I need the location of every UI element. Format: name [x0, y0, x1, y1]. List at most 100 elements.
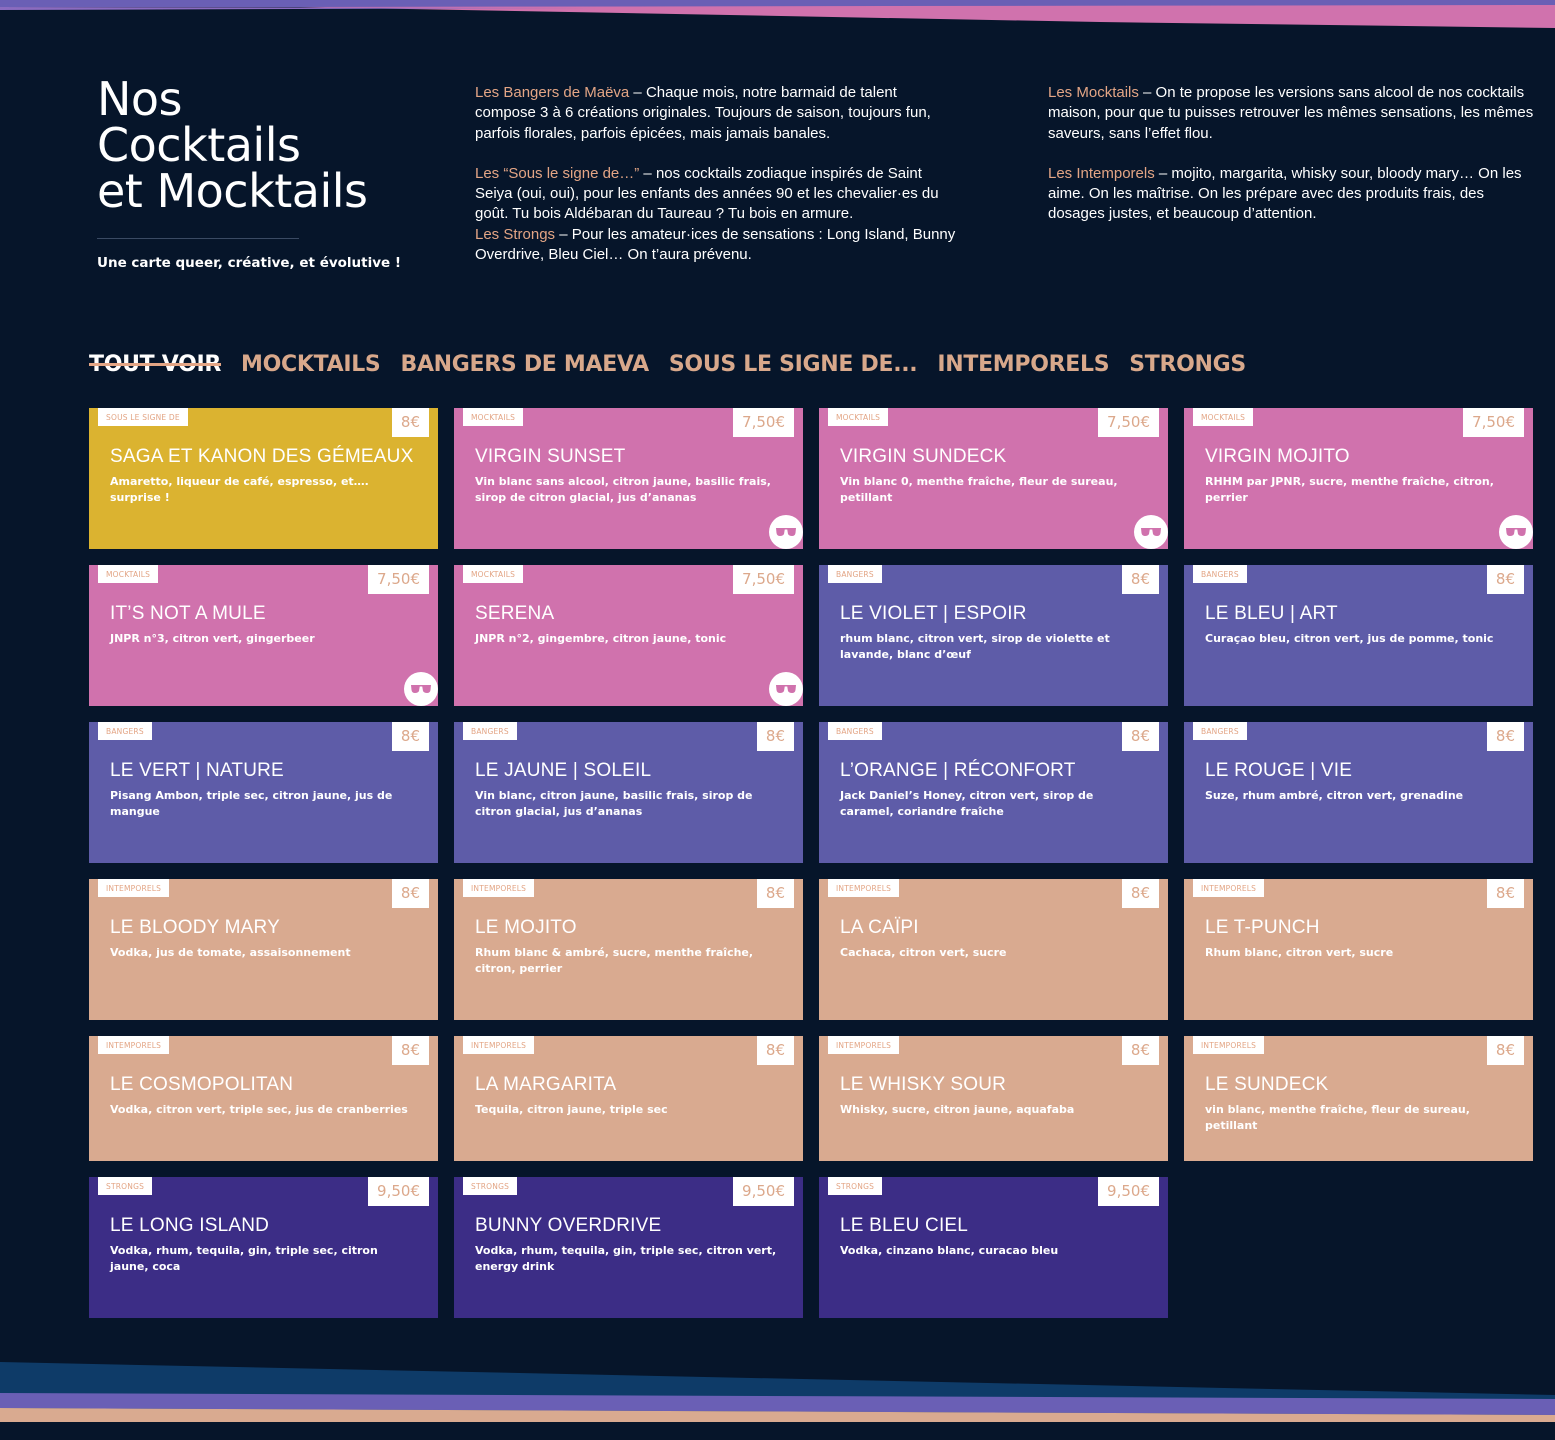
price-tag: 8€	[391, 722, 429, 751]
tab-sous-le-signe-de[interactable]: SOUS LE SIGNE DE...	[668, 352, 918, 377]
intro-text: – nos cocktails zodiaque inspirés de Sai…	[475, 164, 939, 223]
tab-intemporels[interactable]: INTEMPORELS	[937, 352, 1110, 377]
intro-label: Les Bangers de Maëva	[475, 84, 630, 101]
category-badge: STRONGS	[463, 1177, 518, 1195]
cocktail-ingredients: Vodka, citron vert, triple sec, jus de c…	[110, 1103, 408, 1116]
cocktail-card[interactable]: BANGERS 8€ LE JAUNE | SOLEIL Vin blanc, cit…	[454, 722, 803, 863]
cocktail-name: LE ROUGE | VIE	[1205, 760, 1353, 781]
category-badge: BANGERS	[828, 565, 882, 583]
category-badge: STRONGS	[828, 1177, 883, 1195]
cocktail-card[interactable]: INTEMPORELS 8€ LE WHISKY SOUR Whisky, sucre…	[819, 1036, 1168, 1161]
price-tag: 8€	[1121, 722, 1159, 751]
intro-bangers: Les Bangers de Maëva – Chaque mois, notr…	[475, 83, 960, 144]
cocktail-ingredients: Amaretto, liqueur de café, espresso, et……	[110, 475, 369, 504]
cocktail-card[interactable]: INTEMPORELS 8€ LE COSMOPOLITAN Vodka, citro…	[89, 1036, 438, 1161]
price-tag: 8€	[756, 722, 794, 751]
price-tag: 8€	[391, 1036, 429, 1065]
cocktail-ingredients: vin blanc, menthe fraîche, fleur de sure…	[1205, 1103, 1470, 1132]
cocktail-card[interactable]: INTEMPORELS 8€ LA CAÏPI Cachaca, citron ver…	[819, 879, 1168, 1020]
price-tag: 7,50€	[733, 408, 794, 437]
title-divider	[97, 238, 299, 239]
cocktail-name: LE MOJITO	[475, 917, 577, 938]
tab-bangers-de-maeva[interactable]: BANGERS DE MAEVA	[400, 352, 649, 377]
cocktail-card[interactable]: INTEMPORELS 8€ LE T-PUNCH Rhum blanc, citro…	[1184, 879, 1533, 1020]
sunglasses-icon	[769, 515, 803, 549]
category-badge: MOCKTAILS	[98, 565, 159, 583]
cocktail-ingredients: Tequila, citron jaune, triple sec	[475, 1103, 668, 1116]
category-badge: BANGERS	[98, 722, 152, 740]
intro-label: Les “Sous le signe de…”	[475, 164, 640, 182]
cocktail-card[interactable]: MOCKTAILS 7,50€ IT’S NOT A MULE JNPR n°3, c…	[89, 565, 438, 706]
cocktail-card[interactable]: STRONGS 9,50€ LE BLEU CIEL Vodka, cinzano b…	[819, 1177, 1168, 1318]
price-tag: 9,50€	[368, 1177, 429, 1206]
cocktail-name: LE BLEU CIEL	[840, 1215, 969, 1236]
cocktail-card[interactable]: MOCKTAILS 7,50€ SERENA JNPR n°2, gingembre,…	[454, 565, 803, 706]
cocktail-name: LE JAUNE | SOLEIL	[475, 760, 652, 781]
category-badge: MOCKTAILS	[1193, 408, 1254, 426]
cocktail-card[interactable]: INTEMPORELS 8€ LE MOJITO Rhum blanc & ambré…	[454, 879, 803, 1020]
cocktail-ingredients: JNPR n°2, gingembre, citron jaune, tonic	[475, 632, 727, 645]
sunglasses-icon	[1499, 515, 1533, 549]
intro-label: Les Mocktails	[1048, 84, 1139, 101]
intro-intemporels: Les Intemporels – mojito, margarita, whi…	[1048, 164, 1538, 225]
price-tag: 8€	[1121, 565, 1159, 594]
cocktail-name: LA MARGARITA	[475, 1074, 617, 1095]
cocktail-card[interactable]: BANGERS 8€ LE VERT | NATURE Pisang Ambon, t…	[89, 722, 438, 863]
cocktail-ingredients: JNPR n°3, citron vert, gingerbeer	[110, 632, 315, 645]
cocktail-name: LE BLEU | ART	[1205, 603, 1338, 624]
cocktail-card[interactable]: MOCKTAILS 7,50€ VIRGIN SUNSET Vin blanc san…	[454, 408, 803, 549]
cocktail-ingredients: Cachaca, citron vert, sucre	[840, 946, 1007, 959]
cocktail-card[interactable]: BANGERS 8€ LE VIOLET | ESPOIR rhum blanc, c…	[819, 565, 1168, 706]
price-tag: 7,50€	[733, 565, 794, 594]
cocktail-name: SAGA ET KANON DES GÉMEAUX	[110, 446, 414, 467]
price-tag: 8€	[1121, 1036, 1159, 1065]
cocktail-name: SERENA	[475, 603, 555, 624]
cocktail-name: VIRGIN MOJITO	[1205, 446, 1350, 467]
intro-sous: Les “Sous le signe de…” – nos cocktails …	[475, 164, 960, 225]
cocktail-card[interactable]: BANGERS 8€ L’ORANGE | RÉCONFORT Jack Daniel…	[819, 722, 1168, 863]
cocktail-card[interactable]: INTEMPORELS 8€ LE SUNDECK vin blanc, menthe…	[1184, 1036, 1533, 1161]
sunglasses-icon	[769, 672, 803, 706]
category-badge: INTEMPORELS	[828, 879, 900, 897]
category-badge: MOCKTAILS	[463, 565, 524, 583]
cocktail-card[interactable]: STRONGS 9,50€ BUNNY OVERDRIVE Vodka, rhum, …	[454, 1177, 803, 1318]
intro-mocktails: Les Mocktails – On te propose les versio…	[1048, 83, 1538, 144]
price-tag: 7,50€	[1463, 408, 1524, 437]
category-badge: BANGERS	[1193, 722, 1247, 740]
intro-text: – On te propose les versions sans alcool…	[1048, 84, 1534, 142]
cocktail-card[interactable]: INTEMPORELS 8€ LA MARGARITA Tequila, citron…	[454, 1036, 803, 1161]
category-badge: STRONGS	[98, 1177, 153, 1195]
bottom-stripes-decoration	[0, 1362, 1555, 1440]
cocktail-ingredients: Jack Daniel’s Honey, citron vert, sirop …	[840, 789, 1094, 818]
price-tag: 8€	[756, 879, 794, 908]
cocktail-ingredients: Vin blanc sans alcool, citron jaune, bas…	[475, 475, 771, 504]
price-tag: 9,50€	[1098, 1177, 1159, 1206]
cocktail-ingredients: Vodka, jus de tomate, assaisonnement	[110, 946, 351, 959]
cocktail-ingredients: Rhum blanc, citron vert, sucre	[1205, 946, 1394, 959]
cocktail-card[interactable]: BANGERS 8€ LE BLEU | ART Curaçao bleu, citr…	[1184, 565, 1533, 706]
cocktail-ingredients: Curaçao bleu, citron vert, jus de pomme,…	[1205, 632, 1494, 645]
price-tag: 8€	[1486, 1036, 1524, 1065]
cocktail-name: IT’S NOT A MULE	[110, 603, 266, 624]
cocktail-card[interactable]: MOCKTAILS 7,50€ VIRGIN SUNDECK Vin blanc 0,…	[819, 408, 1168, 549]
tab-tout-voir[interactable]: TOUT VOIR	[89, 352, 222, 377]
category-badge: INTEMPORELS	[463, 879, 535, 897]
cocktail-card[interactable]: BANGERS 8€ LE ROUGE | VIE Suze, rhum ambré,…	[1184, 722, 1533, 863]
cocktail-card[interactable]: INTEMPORELS 8€ LE BLOODY MARY Vodka, jus de…	[89, 879, 438, 1020]
tab-strongs[interactable]: STRONGS	[1129, 352, 1246, 377]
intro-text: – Pour les amateur·ices de sensations : …	[475, 225, 956, 264]
cocktail-name: LA CAÏPI	[840, 917, 919, 938]
intro-text: – mojito, margarita, whisky sour, bloody…	[1048, 164, 1522, 223]
tagline: Une carte queer, créative, et évolutive …	[97, 255, 402, 271]
price-tag: 8€	[1486, 565, 1524, 594]
tab-mocktails[interactable]: MOCKTAILS	[241, 352, 381, 377]
cocktail-card[interactable]: MOCKTAILS 7,50€ VIRGIN MOJITO RHHM par JPNR…	[1184, 408, 1533, 549]
cocktail-card[interactable]: STRONGS 9,50€ LE LONG ISLAND Vodka, rhum, t…	[89, 1177, 438, 1318]
intro-column-left: Les Bangers de Maëva – Chaque mois, notr…	[475, 83, 960, 285]
category-badge: BANGERS	[463, 722, 517, 740]
cocktail-ingredients: rhum blanc, citron vert, sirop de violet…	[840, 632, 1110, 661]
category-badge: INTEMPORELS	[1193, 1036, 1265, 1054]
cocktail-name: LE WHISKY SOUR	[840, 1074, 1007, 1095]
category-badge: SOUS LE SIGNE DE	[98, 408, 188, 426]
cocktail-card[interactable]: SOUS LE SIGNE DE 8€ SAGA ET KANON DES GÉME…	[89, 408, 438, 549]
